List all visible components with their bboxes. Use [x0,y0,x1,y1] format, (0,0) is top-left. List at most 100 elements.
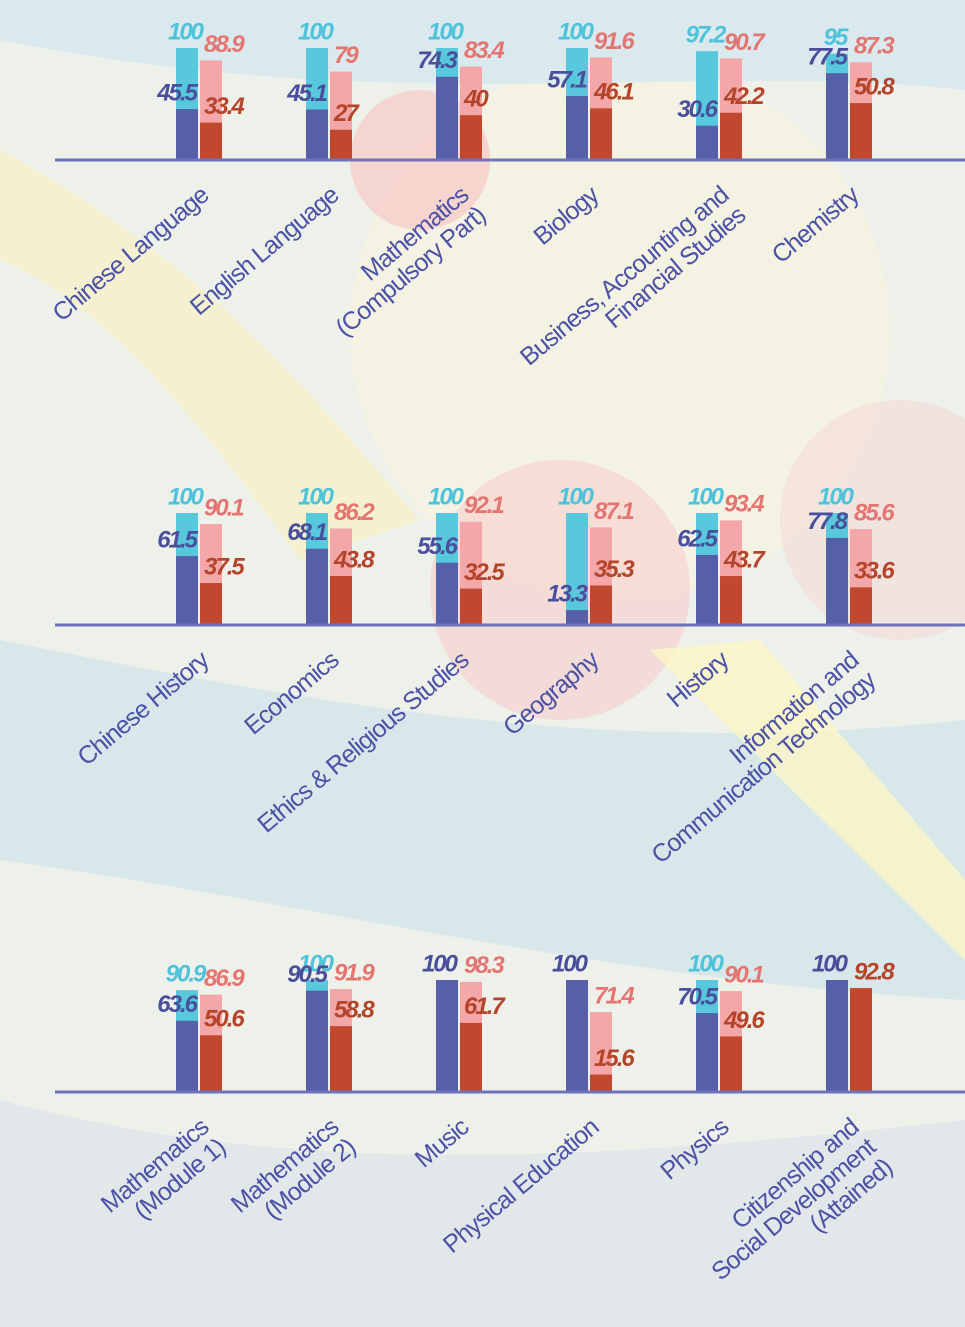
value-label: 27 [333,100,360,127]
bar [696,125,718,160]
value-label: 55.6 [417,533,458,560]
bar [436,562,458,625]
bar [200,583,222,625]
value-label: 86.2 [334,499,375,526]
bar [850,988,872,1092]
value-label: 100 [298,483,335,510]
value-label: 91.6 [594,28,635,55]
value-label: 71.4 [594,982,634,1009]
value-label: 77.8 [807,508,848,535]
bar [330,575,352,625]
value-label: 50.8 [854,73,895,100]
value-label: 62.5 [677,525,718,552]
value-label: 100 [818,483,855,510]
value-label: 43.8 [333,546,375,573]
bar [850,103,872,160]
bar [460,588,482,625]
value-label: 33.4 [204,93,244,120]
value-label: 70.5 [677,983,718,1010]
value-label: 90.1 [204,494,244,521]
value-label: 49.6 [723,1007,765,1034]
bar [330,129,352,160]
value-label: 58.8 [334,996,375,1023]
value-label: 86.9 [204,965,245,992]
bar [306,109,328,160]
value-label: 15.6 [594,1045,635,1072]
bar [200,122,222,160]
value-label: 100 [558,18,595,45]
value-label: 40 [463,86,489,113]
value-label: 33.6 [854,558,895,585]
value-label: 90.9 [166,961,207,988]
bar [590,1074,612,1092]
bar [590,585,612,625]
value-label: 100 [812,950,849,977]
value-label: 92.8 [854,958,895,985]
bar [566,610,588,625]
bar [436,76,458,160]
bar [826,980,848,1092]
bar [696,1013,718,1092]
value-label: 90.7 [724,29,766,56]
value-label: 79 [334,42,359,69]
value-label: 83.4 [464,37,504,64]
value-label: 98.3 [464,952,505,979]
value-label: 100 [552,950,589,977]
bar [566,513,588,625]
value-label: 87.1 [594,498,634,525]
value-label: 100 [298,18,335,45]
bar [460,1022,482,1092]
value-label: 63.6 [157,991,198,1018]
value-label: 42.2 [723,83,765,110]
value-label: 88.9 [204,31,245,58]
value-label: 90.1 [724,961,764,988]
value-label: 74.3 [417,47,458,74]
bar [176,1020,198,1092]
value-label: 46.1 [593,79,634,106]
value-label: 32.5 [464,559,505,586]
value-label: 100 [558,483,595,510]
bar [306,990,328,1092]
value-label: 77.5 [807,44,848,71]
bar [720,112,742,160]
value-label: 100 [688,950,725,977]
bar [200,1035,222,1092]
value-label: 100 [298,950,335,977]
bar [436,980,458,1092]
value-label: 57.1 [547,66,587,93]
value-label: 100 [428,18,465,45]
bar [590,1012,612,1092]
value-label: 100 [168,18,205,45]
bar [566,980,588,1092]
bar [590,108,612,160]
value-label: 91.9 [334,959,375,986]
value-label: 45.5 [156,79,198,106]
bar [720,1036,742,1092]
value-label: 50.6 [204,1006,245,1033]
bar [696,555,718,625]
value-label: 100 [428,483,465,510]
value-label: 93.4 [724,491,764,518]
value-label: 100 [688,483,725,510]
bar [330,1026,352,1092]
bar [176,556,198,625]
value-label: 43.7 [723,546,766,573]
value-label: 85.6 [854,499,895,526]
bar [826,73,848,160]
value-label: 68.1 [287,519,327,546]
value-label: 100 [168,483,205,510]
value-label: 90.5 [287,961,328,988]
bar [460,115,482,160]
bar [566,96,588,160]
bar [306,548,328,625]
value-label: 45.1 [286,80,327,107]
value-label: 35.3 [594,556,635,583]
bar [720,576,742,625]
value-label: 13.3 [547,580,588,607]
value-label: 100 [422,950,459,977]
value-label: 37.5 [204,553,245,580]
value-label: 30.6 [677,96,718,123]
